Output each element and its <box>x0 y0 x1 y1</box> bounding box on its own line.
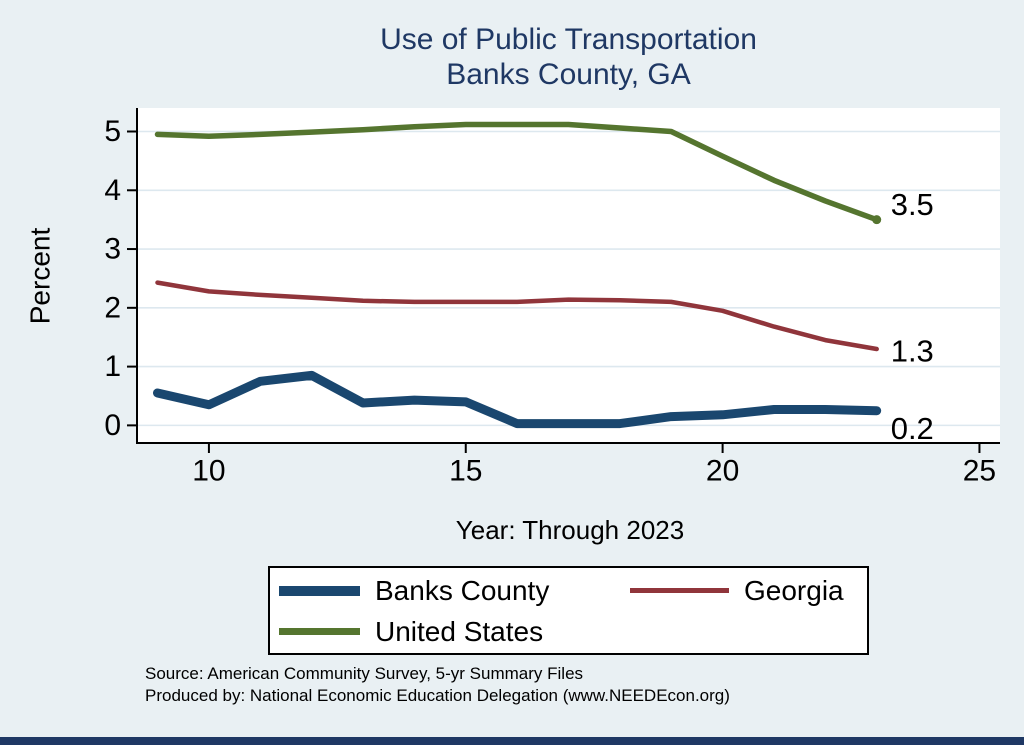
x-axis-label: Year: Through 2023 <box>456 515 684 545</box>
y-tick-label: 5 <box>104 115 121 148</box>
x-tick-label: 20 <box>706 455 739 488</box>
legend-label-united-states: United States <box>375 615 544 647</box>
chart-title-line2: Banks County, GA <box>446 58 691 91</box>
series-lines <box>153 121 882 429</box>
y-tick-label: 2 <box>104 291 121 324</box>
line-chart: 0 1 2 3 4 5 10 15 20 25 0.2 1.3 3.5 Percent Year: T… <box>25 108 1000 545</box>
series-line-united-states <box>154 121 880 223</box>
legend: Banks County Georgia United States <box>268 566 869 655</box>
chart-title-line1: Use of Public Transportation <box>380 23 757 56</box>
footer-bar <box>0 737 1024 745</box>
end-value-label: 3.5 <box>891 187 934 222</box>
legend-row-2: United States <box>270 611 867 652</box>
legend-item-united-states: United States <box>279 616 630 648</box>
source-line: Source: American Community Survey, 5-yr … <box>145 664 584 683</box>
x-tick-label: 10 <box>192 455 225 488</box>
x-tick-label: 25 <box>963 455 996 488</box>
x-tick-label: 15 <box>449 455 482 488</box>
axis-ticks: 0 1 2 3 4 5 10 15 20 25 <box>104 115 996 487</box>
y-tick-label: 4 <box>104 174 121 207</box>
legend-item-banks-county: Banks County <box>279 575 630 607</box>
legend-swatch-banks-county-icon <box>279 585 360 596</box>
end-labels: 0.2 1.3 3.5 <box>891 187 934 446</box>
plot-area <box>137 108 1000 443</box>
y-tick-label: 3 <box>104 233 121 266</box>
series-line-banks-county <box>153 370 882 429</box>
y-tick-label: 1 <box>104 350 121 383</box>
series-line-georgia <box>155 280 879 352</box>
legend-swatch-united-states-icon <box>279 628 360 635</box>
legend-swatch-georgia-icon <box>630 588 729 593</box>
y-tick-label: 0 <box>104 409 121 442</box>
source-note: Source: American Community Survey, 5-yr … <box>145 663 730 707</box>
legend-label-georgia: Georgia <box>744 574 844 606</box>
legend-row-1: Banks County Georgia <box>270 570 867 611</box>
end-value-label: 0.2 <box>891 411 934 446</box>
end-value-label: 1.3 <box>891 333 934 368</box>
legend-item-georgia: Georgia <box>630 575 844 607</box>
produced-by-line: Produced by: National Economic Education… <box>145 686 730 705</box>
chart-title: Use of Public Transportation Banks Count… <box>137 22 1000 92</box>
legend-label-banks-county: Banks County <box>375 574 550 606</box>
y-axis-title: Percent <box>25 228 56 325</box>
end-marker-united-states <box>872 215 882 225</box>
